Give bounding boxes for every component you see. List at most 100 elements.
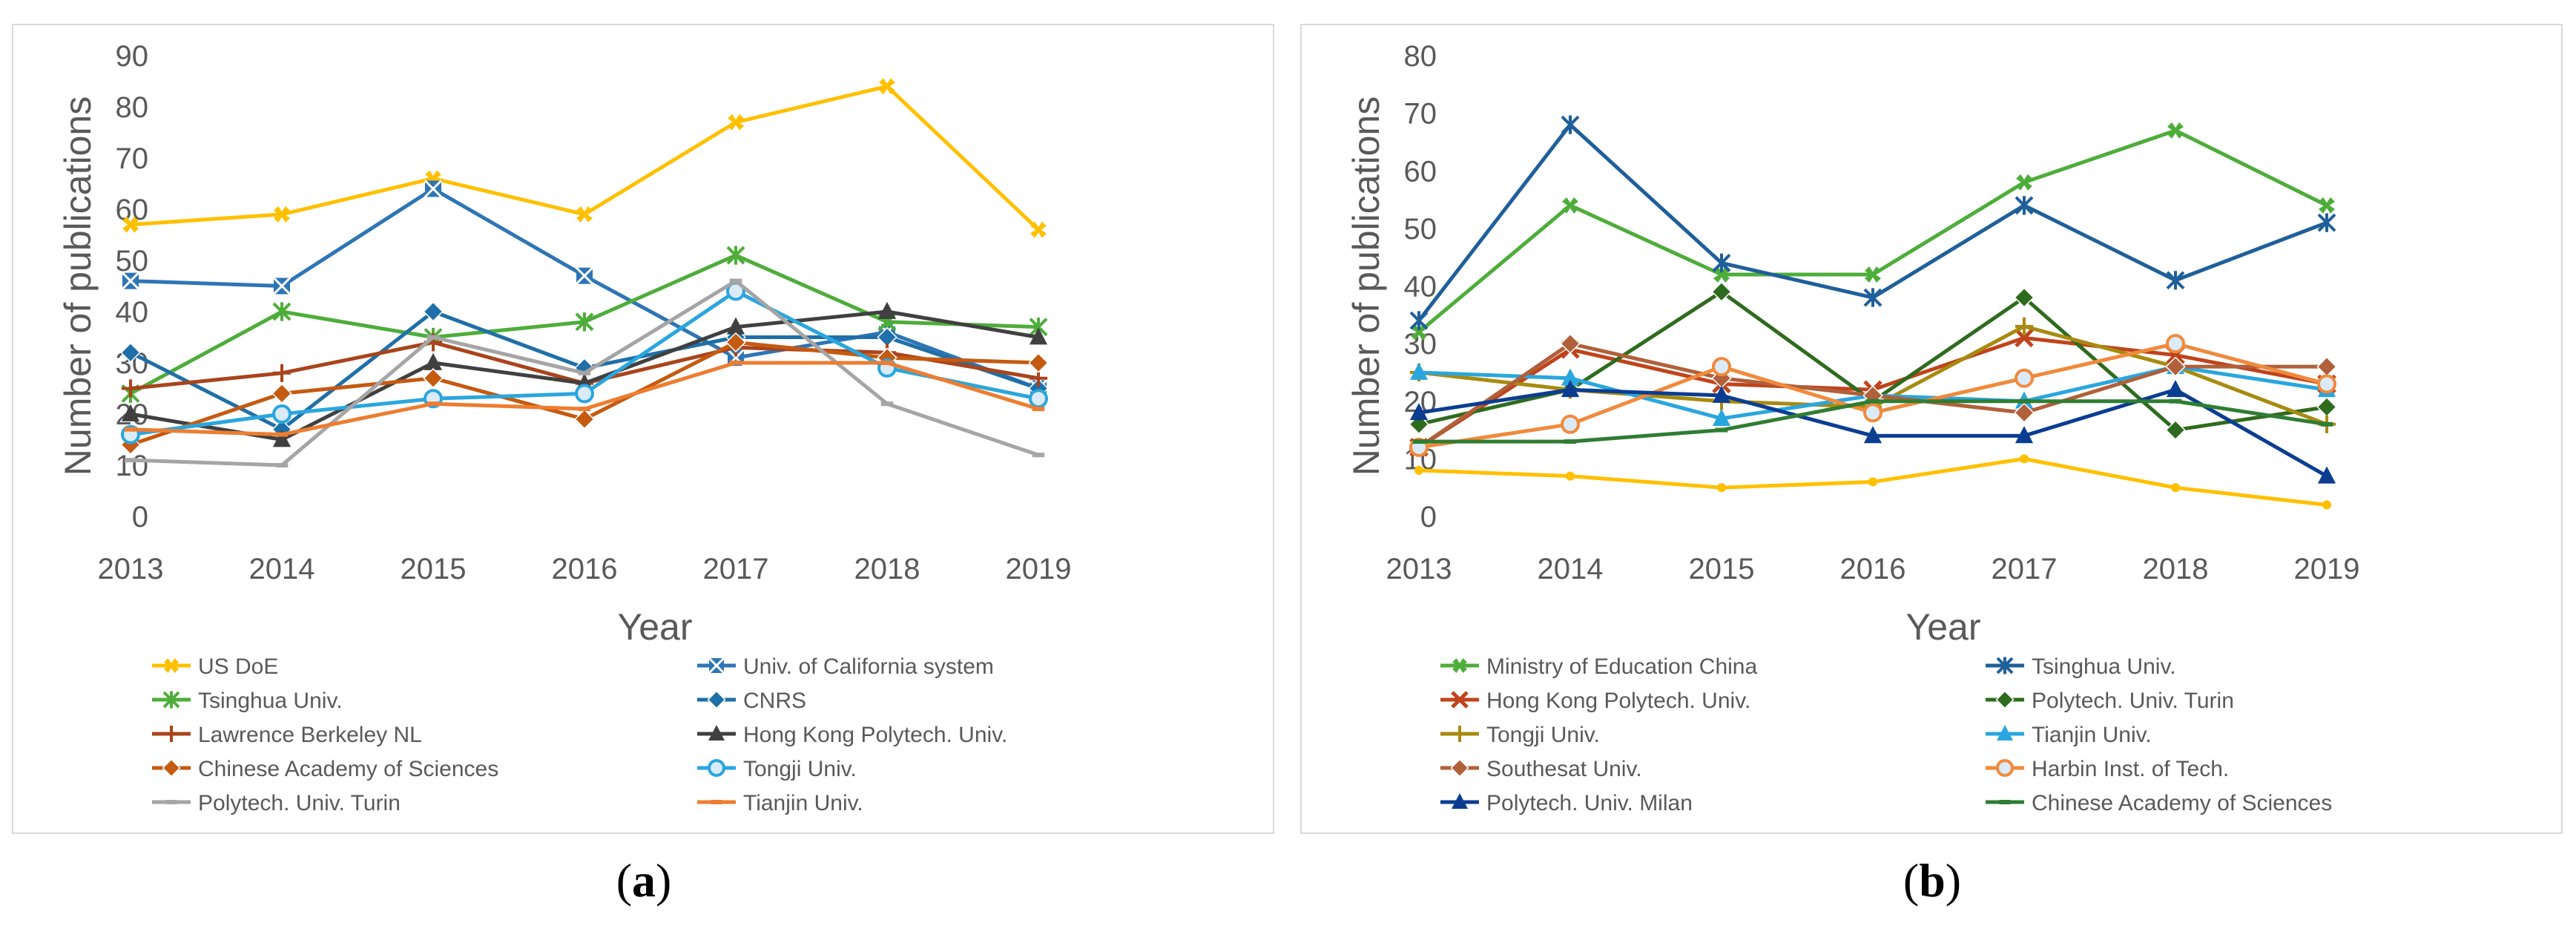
legend-marker <box>162 691 180 709</box>
legend-item: Chinese Academy of Sciences <box>152 757 498 781</box>
x-axis-title: Year <box>617 606 692 648</box>
legend-label: Polytech. Univ. Turin <box>2032 689 2234 713</box>
legend-item: US DoE <box>152 654 278 679</box>
data-point <box>2016 174 2032 191</box>
legend-label: Tongji Univ. <box>1486 723 1600 747</box>
data-point <box>2015 196 2034 215</box>
data-point <box>1712 385 1731 403</box>
data-point <box>1716 483 1727 493</box>
data-point <box>121 379 140 398</box>
data-point <box>1409 362 1429 380</box>
legend-marker <box>163 726 179 742</box>
data-point <box>272 277 291 295</box>
data-point <box>1712 253 1731 273</box>
data-point <box>1711 281 1732 302</box>
legend-label: Southesat Univ. <box>1486 757 1642 781</box>
data-point <box>1715 427 1728 433</box>
x-tick-label: 2013 <box>98 553 164 585</box>
data-point <box>879 78 895 95</box>
chart-panel-a: (a) 010203040506070809020132014201520162… <box>12 24 1274 907</box>
x-tick-label: 2014 <box>249 553 315 585</box>
legend-label: Tianjin Univ. <box>2032 723 2152 747</box>
data-point <box>1409 403 1429 421</box>
data-point <box>1560 333 1581 354</box>
data-point <box>1561 414 1580 434</box>
data-point <box>2015 368 2034 388</box>
legend-label: Ministry of Education China <box>1486 654 1757 679</box>
data-point <box>728 114 744 131</box>
series-0 <box>122 78 1047 238</box>
y-tick-label: 40 <box>1404 271 1437 303</box>
data-point <box>2014 287 2035 308</box>
legend-marker <box>1999 800 2011 804</box>
legend-item: Tsinghua Univ. <box>1986 654 2176 679</box>
data-point <box>426 401 440 407</box>
data-point <box>2319 197 2335 214</box>
data-point <box>272 430 291 447</box>
y-tick-label: 70 <box>116 142 149 175</box>
x-tick-label: 2017 <box>703 553 769 585</box>
legend-item: Tongji Univ. <box>697 757 857 781</box>
legend-item: Southesat Univ. <box>1440 757 1642 781</box>
legend-marker <box>1452 658 1467 673</box>
data-point <box>423 301 444 322</box>
data-point <box>1029 389 1048 409</box>
data-point <box>1561 368 1580 386</box>
x-tick-label: 2017 <box>1992 553 2058 585</box>
legend-marker <box>1451 691 1469 709</box>
data-point <box>1562 197 1578 214</box>
data-point <box>1032 453 1045 458</box>
data-point <box>2316 356 2337 377</box>
data-point <box>578 407 591 412</box>
data-point <box>2166 271 2185 290</box>
legend-marker <box>711 800 722 804</box>
y-tick-label: 0 <box>132 501 148 533</box>
legend-label: CNRS <box>743 689 806 713</box>
data-point <box>1712 357 1731 377</box>
data-point <box>1029 327 1048 345</box>
data-point <box>726 246 745 265</box>
x-axis-title: Year <box>1905 606 1980 648</box>
x-tick-label: 2015 <box>401 553 467 585</box>
legend-item: Hong Kong Polytech. Univ. <box>1440 689 1750 713</box>
legend-marker <box>165 800 177 804</box>
data-point <box>121 272 140 290</box>
y-axis-title: Number of publications <box>1345 96 1387 476</box>
data-point <box>880 401 894 407</box>
legend-marker <box>1995 690 2015 709</box>
chart-a-frame <box>12 24 1274 834</box>
data-point <box>2322 500 2332 510</box>
y-tick-label: 90 <box>116 40 149 73</box>
x-tick-label: 2016 <box>1840 553 1906 585</box>
legend-marker <box>1452 793 1468 809</box>
x-tick-label: 2016 <box>552 553 618 585</box>
data-point <box>877 301 897 319</box>
data-point <box>729 361 742 365</box>
legend-marker <box>1996 657 2014 674</box>
legend-item: CNRS <box>697 689 806 713</box>
y-tick-label: 70 <box>1404 98 1437 131</box>
legend-marker <box>1450 758 1469 778</box>
legend-item: Tianjin Univ. <box>697 791 863 815</box>
data-point <box>2316 396 2337 418</box>
legend-item: Tianjin Univ. <box>1986 723 2152 747</box>
data-point <box>272 302 291 321</box>
data-point <box>575 266 594 285</box>
data-point <box>272 364 291 382</box>
data-point <box>120 342 141 363</box>
data-point <box>2167 122 2184 139</box>
data-point <box>1863 403 1882 423</box>
legend-marker <box>708 759 725 777</box>
series-7 <box>1409 334 2336 457</box>
data-point <box>1030 221 1047 238</box>
data-point <box>275 463 289 467</box>
panel-label-b: (b) <box>1903 854 1961 907</box>
legend-label: Univ. of California system <box>743 654 994 679</box>
legend-label: Tsinghua Univ. <box>198 689 343 713</box>
legend-item: Polytech. Univ. Turin <box>1986 689 2234 713</box>
data-point <box>1032 407 1045 412</box>
series-line <box>130 84 1040 232</box>
data-point <box>274 206 290 223</box>
data-point <box>574 409 595 430</box>
legend-marker <box>707 690 726 709</box>
